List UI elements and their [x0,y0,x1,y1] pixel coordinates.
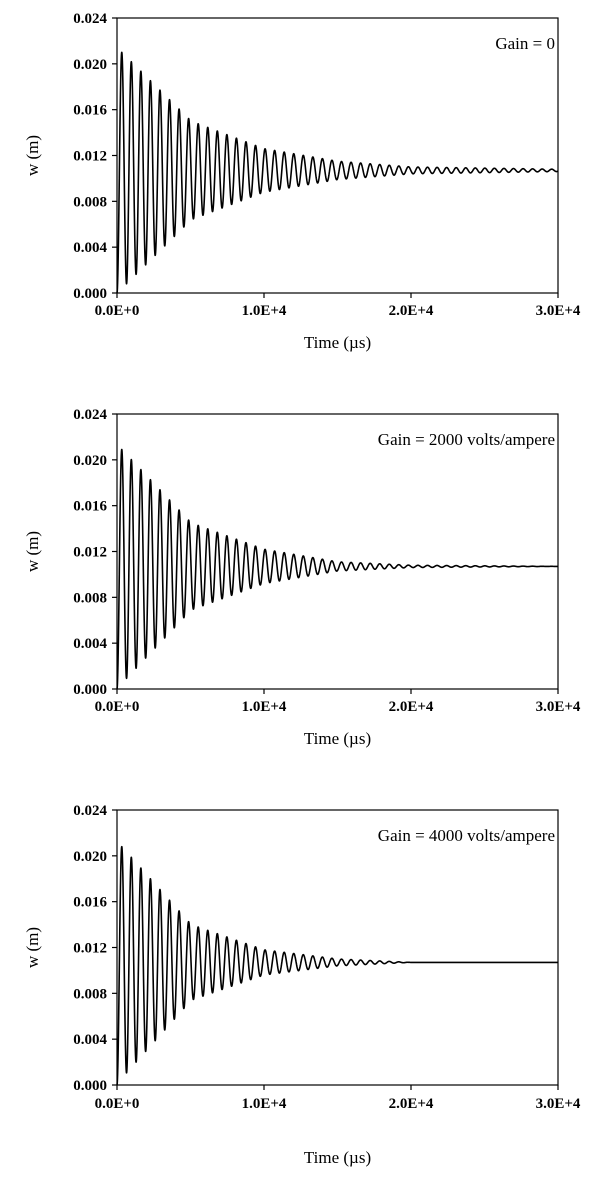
plot-frame [116,809,559,1086]
y-tick-label: 0.004 [73,240,107,256]
x-tick-label: 2.0E+4 [389,1096,434,1112]
y-tick-label: 0.004 [73,636,107,652]
gain-annotation: Gain = 4000 volts/ampere [378,826,555,845]
y-tick-label: 0.020 [73,57,107,73]
y-tick-label: 0.016 [73,103,107,119]
x-axis-title: Time (µs) [304,729,371,748]
x-tick-label: 2.0E+4 [389,699,434,715]
y-axis-title: w (m) [23,531,42,572]
y-axis-title: w (m) [23,927,42,968]
y-tick-label: 0.016 [73,895,107,911]
y-tick-label: 0.008 [73,194,107,210]
y-tick-label: 0.000 [73,682,107,698]
gain-annotation: Gain = 0 [495,34,555,53]
y-tick-label: 0.024 [73,803,107,819]
chart-panel-1: 0.000 0.004 0.008 0.012 0.016 0.020 0.024 0.0E+… [23,11,581,352]
y-tick-label: 0.004 [73,1032,107,1048]
chart-panel-2: 0.000 0.004 0.008 0.012 0.016 0.020 0.024 0.0E+… [23,407,581,748]
series-line-1 [116,448,559,690]
x-axis-title: Time (µs) [304,1148,371,1167]
y-tick-label: 0.012 [73,545,107,561]
x-tick-label: 0.0E+0 [95,699,140,715]
y-tick-label: 0.000 [73,286,107,302]
x-tick-label: 0.0E+0 [95,303,140,319]
y-tick-label: 0.012 [73,941,107,957]
x-tick-label: 3.0E+4 [536,699,581,715]
gain-annotation: Gain = 2000 volts/ampere [378,430,555,449]
x-tick-label: 0.0E+0 [95,1096,140,1112]
x-tick-label: 1.0E+4 [242,699,287,715]
y-tick-label: 0.020 [73,849,107,865]
series-line-1 [116,51,559,294]
y-tick-label: 0.012 [73,149,107,165]
x-tick-label: 2.0E+4 [389,303,434,319]
y-tick-label: 0.024 [73,11,107,27]
y-tick-label: 0.024 [73,407,107,423]
series-line-1 [116,845,559,1086]
x-tick-label: 3.0E+4 [536,303,581,319]
y-tick-label: 0.008 [73,590,107,606]
x-tick-label: 1.0E+4 [242,1096,287,1112]
chart-panel-3: 0.000 0.004 0.008 0.012 0.016 0.020 0.024 0.0E+… [23,803,581,1167]
x-tick-label: 3.0E+4 [536,1096,581,1112]
plot-frame [116,413,559,690]
y-axis-title: w (m) [23,135,42,176]
y-tick-label: 0.020 [73,453,107,469]
y-tick-label: 0.000 [73,1078,107,1094]
x-axis-title: Time (µs) [304,333,371,352]
y-tick-label: 0.016 [73,499,107,515]
plot-frame [116,17,559,294]
x-tick-label: 1.0E+4 [242,303,287,319]
y-tick-label: 0.008 [73,986,107,1002]
